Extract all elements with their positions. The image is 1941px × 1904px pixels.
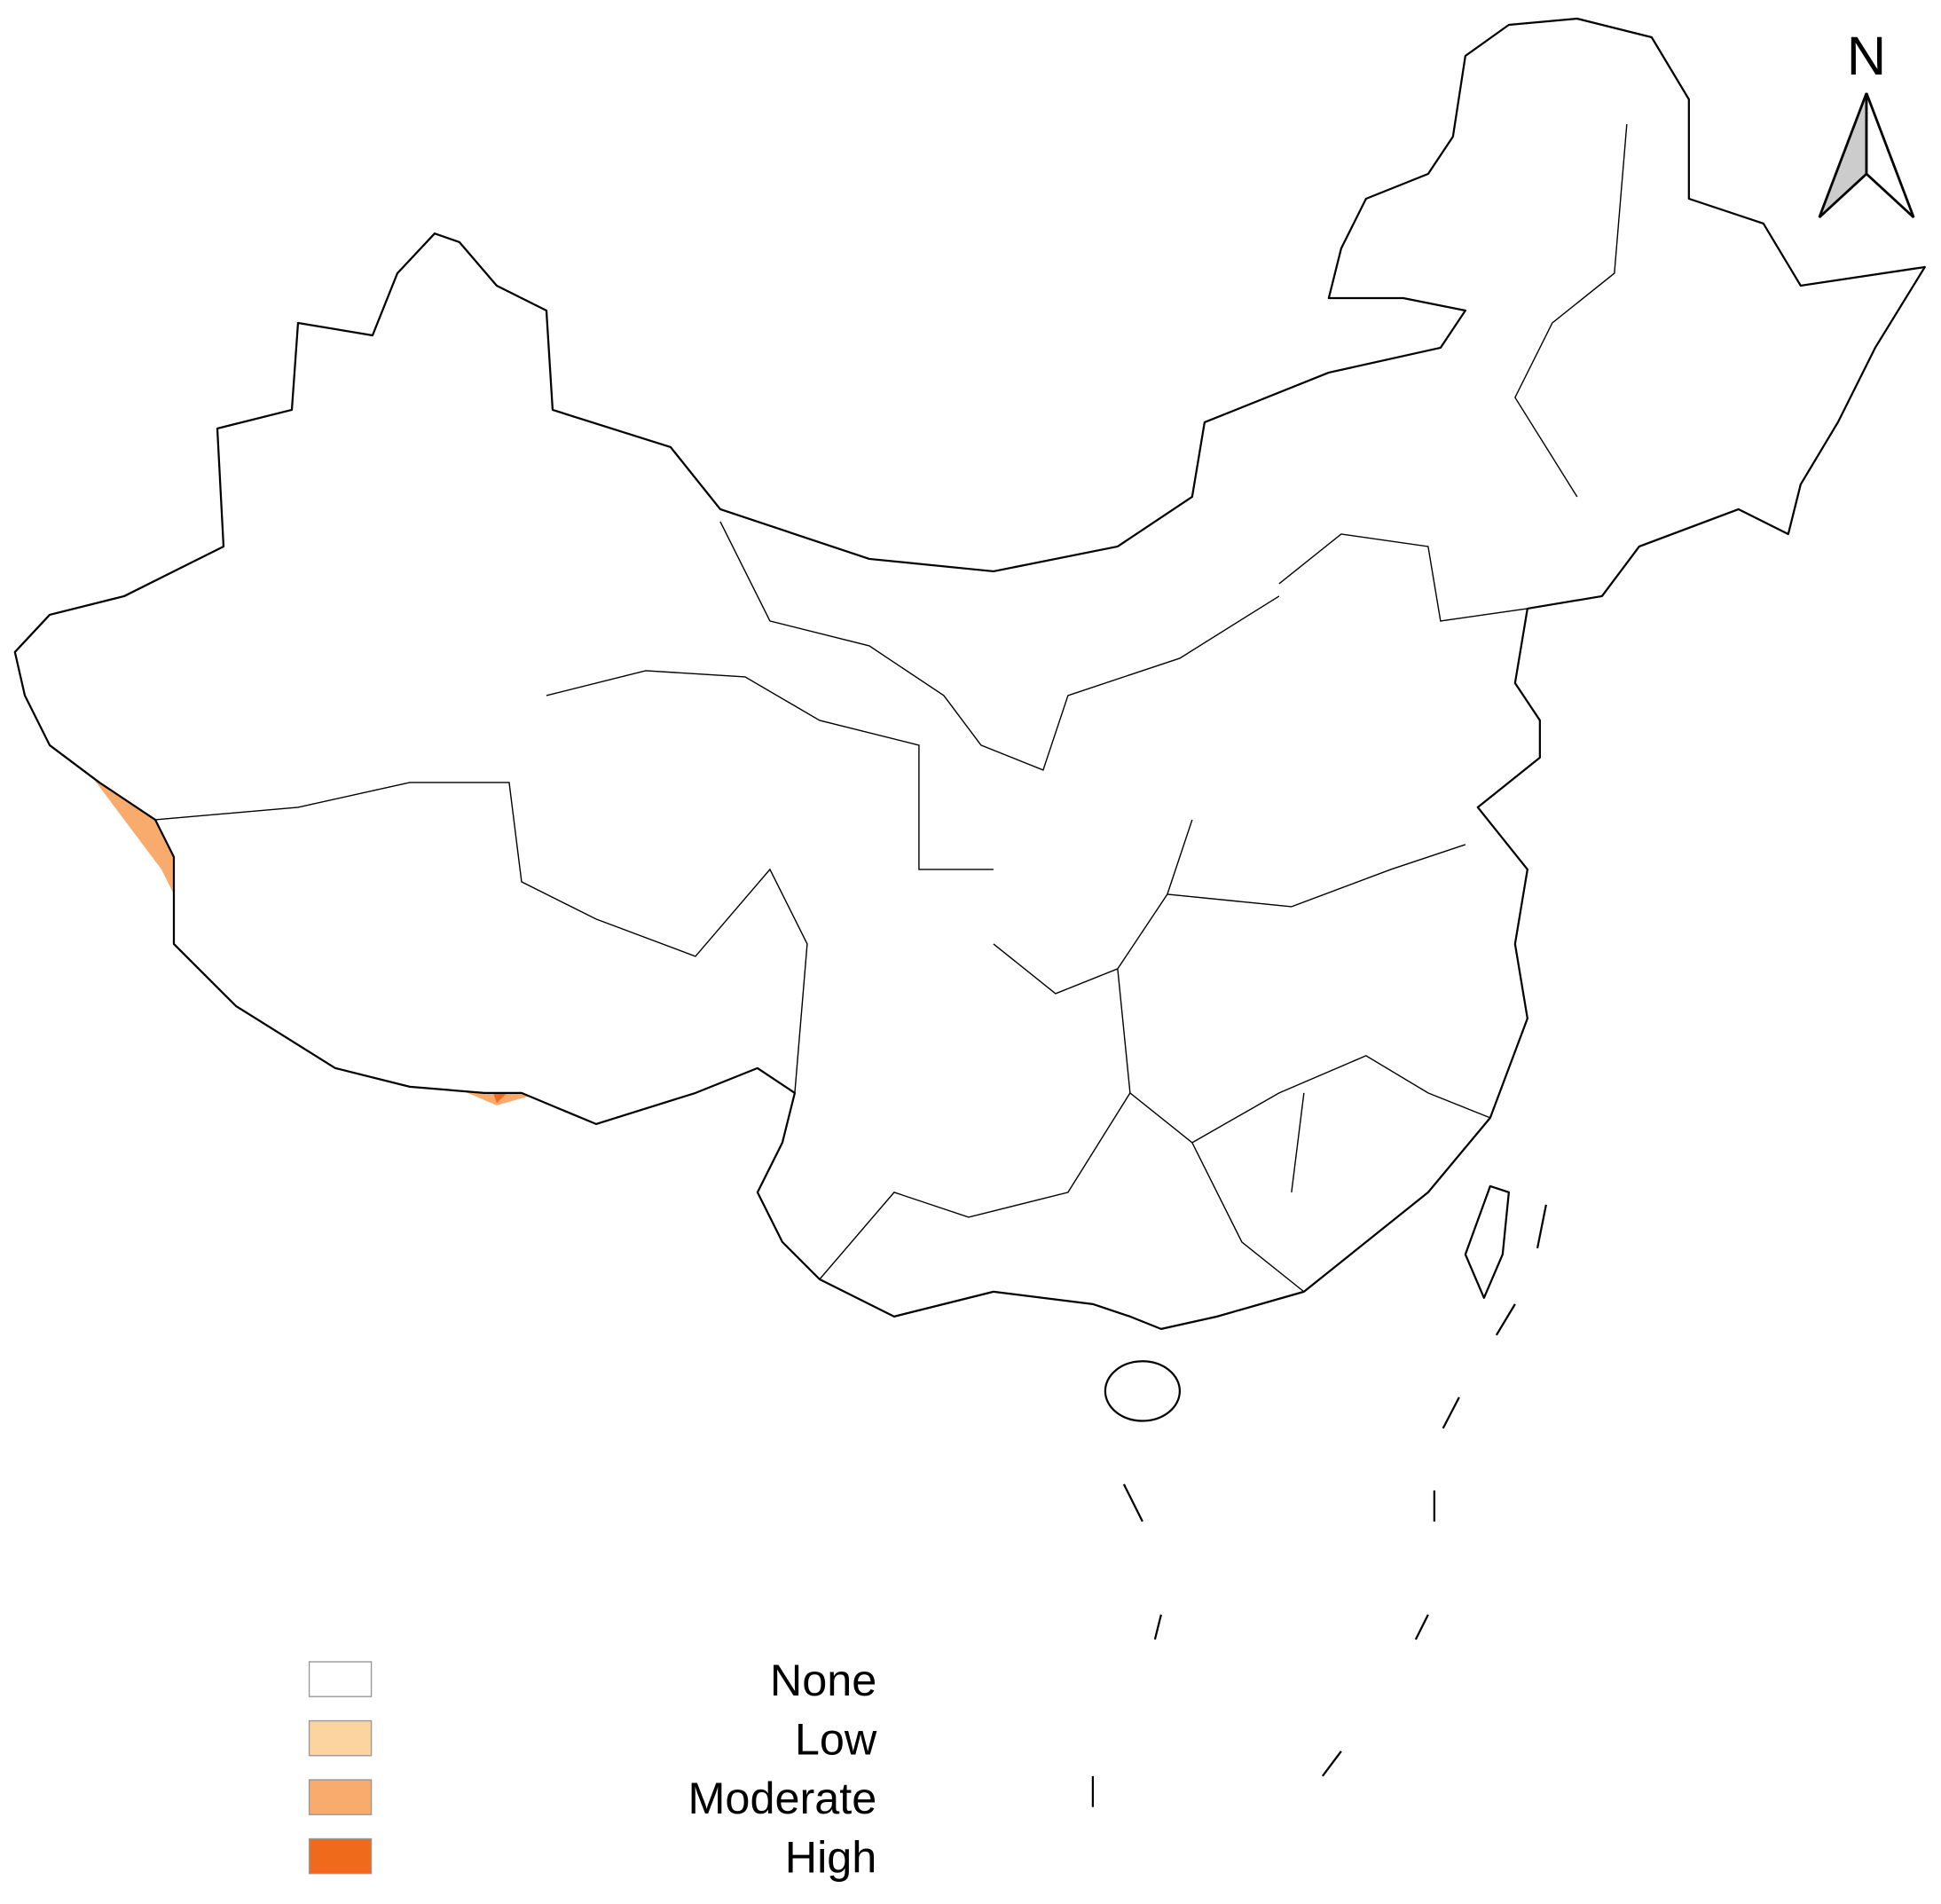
legend-label: None <box>770 1655 876 1705</box>
country-outline <box>13 17 1926 1330</box>
dash-line <box>1091 1204 1547 1807</box>
arrow-left <box>1818 92 1868 219</box>
north-arrow: N <box>1818 26 1915 219</box>
legend-label: Moderate <box>688 1773 876 1823</box>
legend-label: Low <box>795 1713 877 1764</box>
boundaries <box>13 17 1926 1807</box>
hainan <box>1104 1360 1181 1422</box>
arrow-right <box>1865 92 1915 219</box>
legend-swatch <box>308 1719 373 1757</box>
legend: None Low Moderate High <box>308 1655 877 1882</box>
province-lines <box>154 123 1628 1293</box>
legend-swatch <box>308 1661 373 1697</box>
north-label: N <box>1847 26 1886 87</box>
taiwan <box>1464 1184 1510 1299</box>
legend-swatch <box>308 1837 373 1875</box>
legend-label: High <box>785 1831 877 1882</box>
legend-swatch <box>308 1779 373 1815</box>
